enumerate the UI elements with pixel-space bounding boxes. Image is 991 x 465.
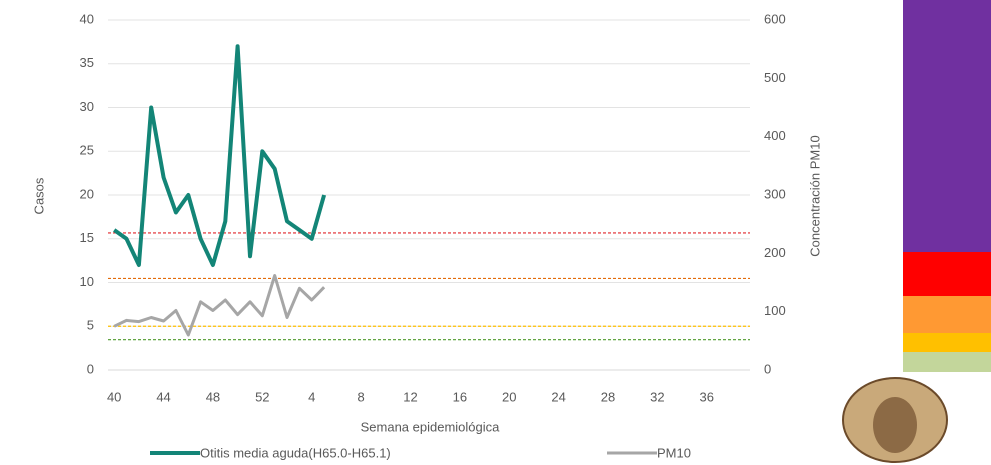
y-tick-label: 20 [80, 186, 94, 201]
x-tick-label: 48 [206, 389, 220, 404]
y2-tick-label: 200 [764, 245, 786, 260]
x-tick-label: 20 [502, 389, 516, 404]
x-tick-label: 44 [156, 389, 170, 404]
portrait-face [873, 397, 917, 453]
y-tick-label: 25 [80, 143, 94, 158]
y-tick-label: 15 [80, 230, 94, 245]
y-tick-label: 10 [80, 274, 94, 289]
x-tick-label: 36 [700, 389, 714, 404]
y-tick-label: 35 [80, 55, 94, 70]
x-tick-label: 16 [453, 389, 467, 404]
x-tick-label: 52 [255, 389, 269, 404]
band [903, 333, 991, 352]
y2-tick-label: 0 [764, 361, 771, 376]
legend-label: Otitis media aguda(H65.0-H65.1) [200, 445, 391, 460]
x-axis-label: Semana epidemiológica [361, 419, 501, 434]
y2-tick-label: 100 [764, 303, 786, 318]
y2-axis-label: Concentración PM10 [807, 135, 822, 256]
y-tick-label: 5 [87, 318, 94, 333]
x-tick-label: 24 [551, 389, 565, 404]
y-tick-label: 40 [80, 11, 94, 26]
y2-tick-label: 300 [764, 186, 786, 201]
x-tick-label: 28 [601, 389, 615, 404]
y2-tick-label: 500 [764, 70, 786, 85]
series-line [113, 44, 327, 267]
x-tick-label: 8 [357, 389, 364, 404]
y-axis-label: Casos [31, 177, 46, 214]
series-line [113, 274, 326, 337]
y-tick-label: 0 [87, 361, 94, 376]
x-tick-label: 12 [403, 389, 417, 404]
x-tick-label: 4 [308, 389, 315, 404]
y-tick-label: 30 [80, 99, 94, 114]
x-tick-label: 32 [650, 389, 664, 404]
band [903, 352, 991, 372]
side-banner [842, 0, 991, 463]
x-tick-label: 40 [107, 389, 121, 404]
band [903, 252, 991, 296]
legend-label: PM10 [657, 445, 691, 460]
band [903, 0, 991, 252]
band [903, 296, 991, 333]
y2-tick-label: 400 [764, 128, 786, 143]
y2-tick-label: 600 [764, 11, 786, 26]
